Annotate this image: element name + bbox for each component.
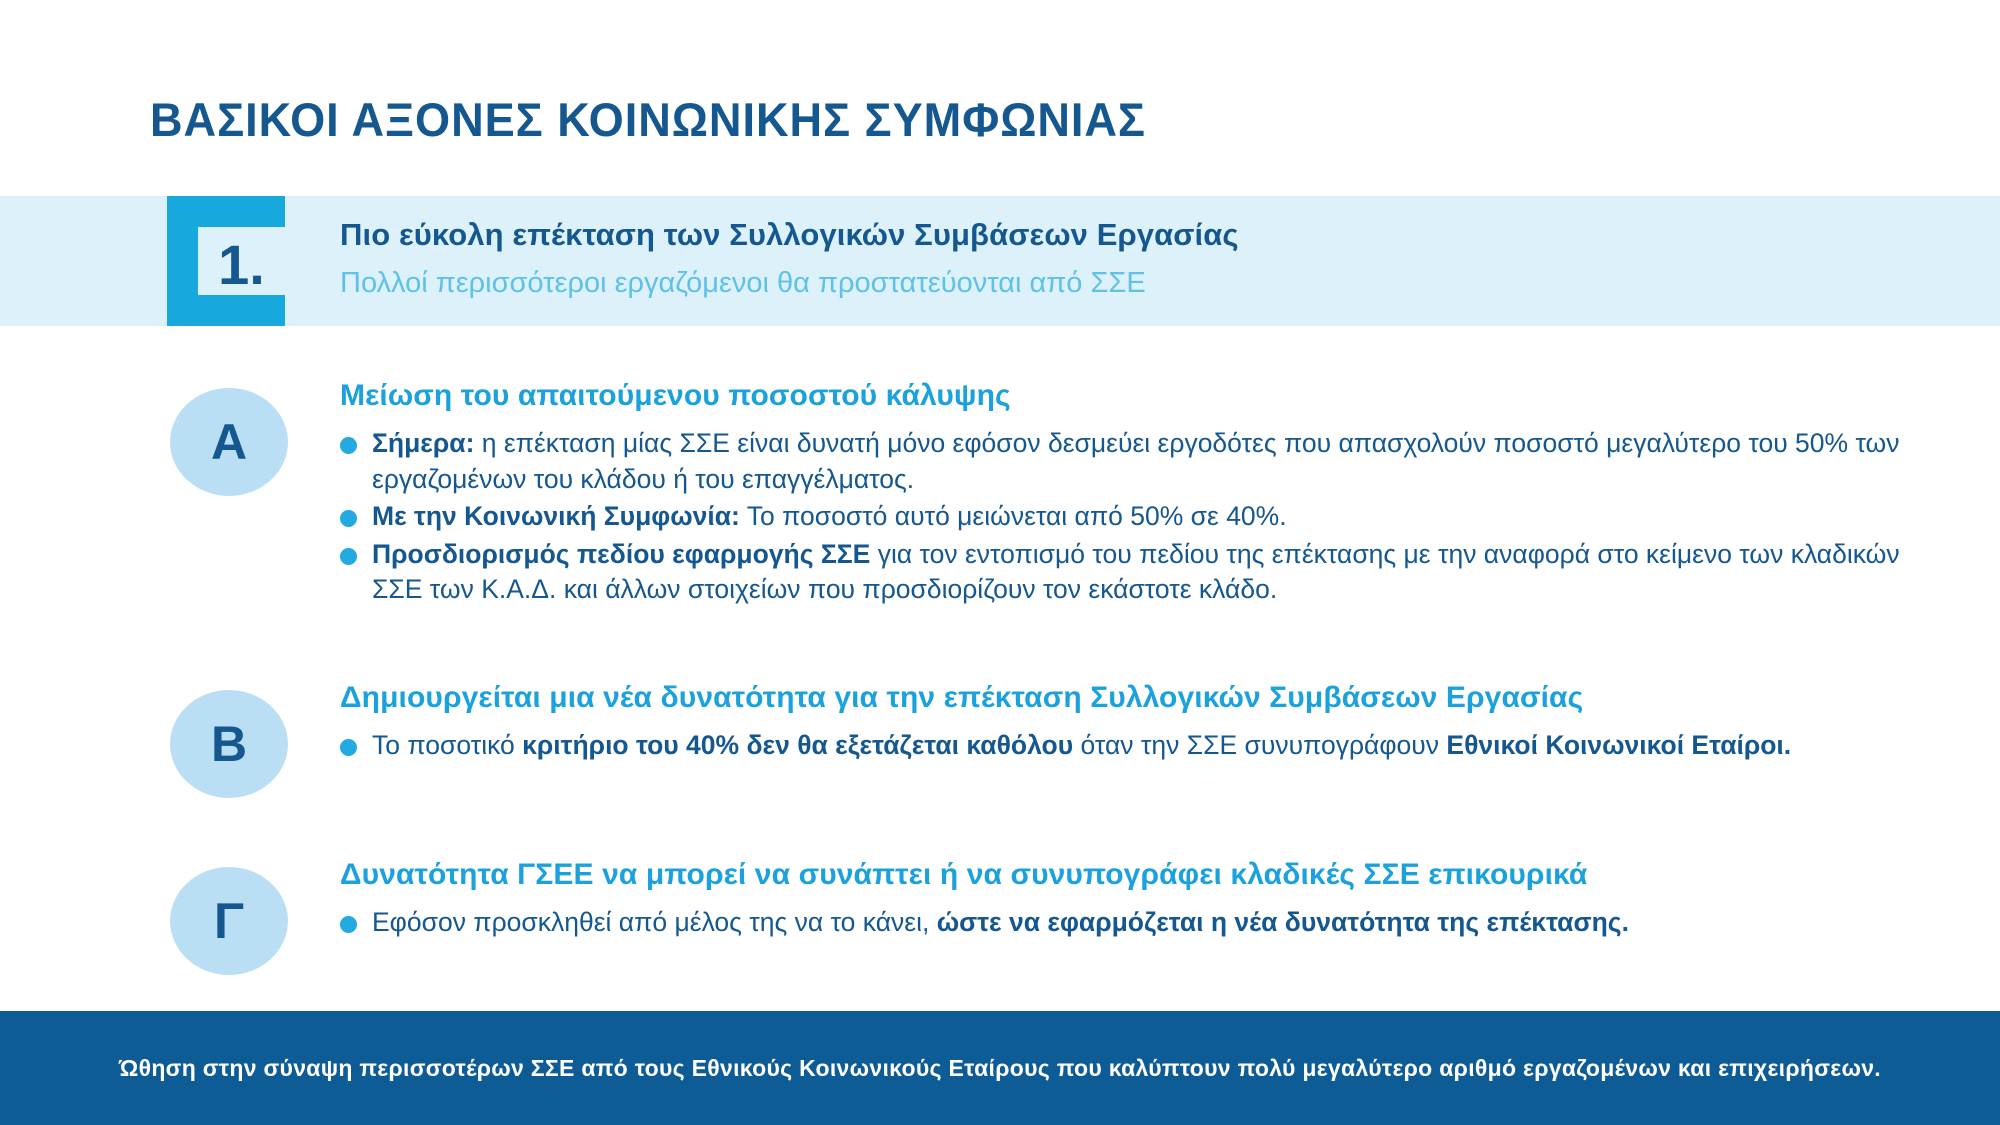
section-badge-b: Β [170,690,288,798]
bullet-text: Το ποσοστό αυτό μειώνεται από 50% σε 40%… [739,501,1287,531]
section-b-body: Δημιουργείται μια νέα δυνατότητα για την… [340,680,1930,766]
banner-text-block: Πιο εύκολη επέκταση των Συλλογικών Συμβά… [340,216,1239,302]
banner-subtitle: Πολλοί περισσότεροι εργαζόμενοι θα προστ… [340,266,1146,299]
bullet-text-bold: Εθνικοί Κοινωνικοί Εταίροι. [1446,730,1792,760]
bullet-text: η επέκταση μίας ΣΣΕ είναι δυνατή μόνο εφ… [372,428,1900,494]
bullet-item: Εφόσον προσκληθεί από μέλος της να το κά… [340,905,1930,941]
bullet-text-bold: κριτήριο του 40% δεν θα εξετάζεται καθόλ… [522,730,1074,760]
section-a-body: Μείωση του απαιτούμενου ποσοστού κάλυψης… [340,378,1930,610]
bullet-text-bold: ώστε να εφαρμόζεται η νέα δυνατότητα της… [936,907,1629,937]
section-b-heading: Δημιουργείται μια νέα δυνατότητα για την… [340,681,1584,714]
bullet-text: όταν την ΣΣΕ συνυπογράφουν [1073,730,1447,760]
bullet-text-bold: Προσδιορισμός πεδίου εφαρμογής ΣΣΕ [372,538,871,569]
section-gamma-bullet-list: Εφόσον προσκληθεί από μέλος της να το κά… [340,905,1930,941]
bracket-bottom-bar [167,295,285,326]
bracket-number-frame: 1. [167,196,285,326]
section-b-bullet-list: Το ποσοτικό κριτήριο του 40% δεν θα εξετ… [340,728,1930,764]
bullet-item: Το ποσοτικό κριτήριο του 40% δεν θα εξετ… [340,728,1930,764]
bullet-dot-icon [340,510,357,527]
bullet-text: Εφόσον προσκληθεί από μέλος της να το κά… [372,907,937,937]
banner-number: 1. [218,232,265,296]
footer-bar: Ώθηση στην σύναψη περισσοτέρων ΣΣΕ από τ… [0,1011,2000,1125]
section-a-bullet-list: Σήμερα: η επέκταση μίας ΣΣΕ είναι δυνατή… [340,426,1930,608]
footer-text: Ώθηση στην σύναψη περισσοτέρων ΣΣΕ από τ… [119,1054,1881,1081]
bullet-item: Προσδιορισμός πεδίου εφαρμογής ΣΣΕ για τ… [340,537,1930,608]
bullet-dot-icon [340,739,357,756]
section-badge-a: Α [170,388,288,496]
bullet-dot-icon [340,547,357,565]
bullet-text: για τον εντοπισμό του πεδίου της επέκτασ… [372,538,1900,605]
banner-headline: Πιο εύκολη επέκταση των Συλλογικών Συμβά… [340,217,1239,252]
bullet-text-bold: Με την Κοινωνική Συμφωνία: [372,501,740,531]
section-gamma-body: Δυνατότητα ΓΣΕΕ να μπορεί να συνάπτει ή … [340,857,1930,943]
bullet-text: Το ποσοτικό [372,730,523,760]
bullet-text-bold: Σήμερα: [372,428,475,458]
bullet-item: Με την Κοινωνική Συμφωνία: Το ποσοστό αυ… [340,499,1930,535]
bullet-item: Σήμερα: η επέκταση μίας ΣΣΕ είναι δυνατή… [340,426,1930,497]
section-badge-gamma: Γ [170,867,288,975]
banner-section-1: 1. Πιο εύκολη επέκταση των Συλλογικών Συ… [0,196,2000,326]
section-gamma-heading: Δυνατότητα ΓΣΕΕ να μπορεί να συνάπτει ή … [340,858,1588,891]
page-title: ΒΑΣΙΚΟΙ ΑΞΟΝΕΣ ΚΟΙΝΩΝΙΚΗΣ ΣΥΜΦΩΝΙΑΣ [150,93,1146,146]
section-a-heading: Μείωση του απαιτούμενου ποσοστού κάλυψης [340,379,1011,412]
bullet-dot-icon [340,916,357,933]
bullet-dot-icon [340,437,357,454]
